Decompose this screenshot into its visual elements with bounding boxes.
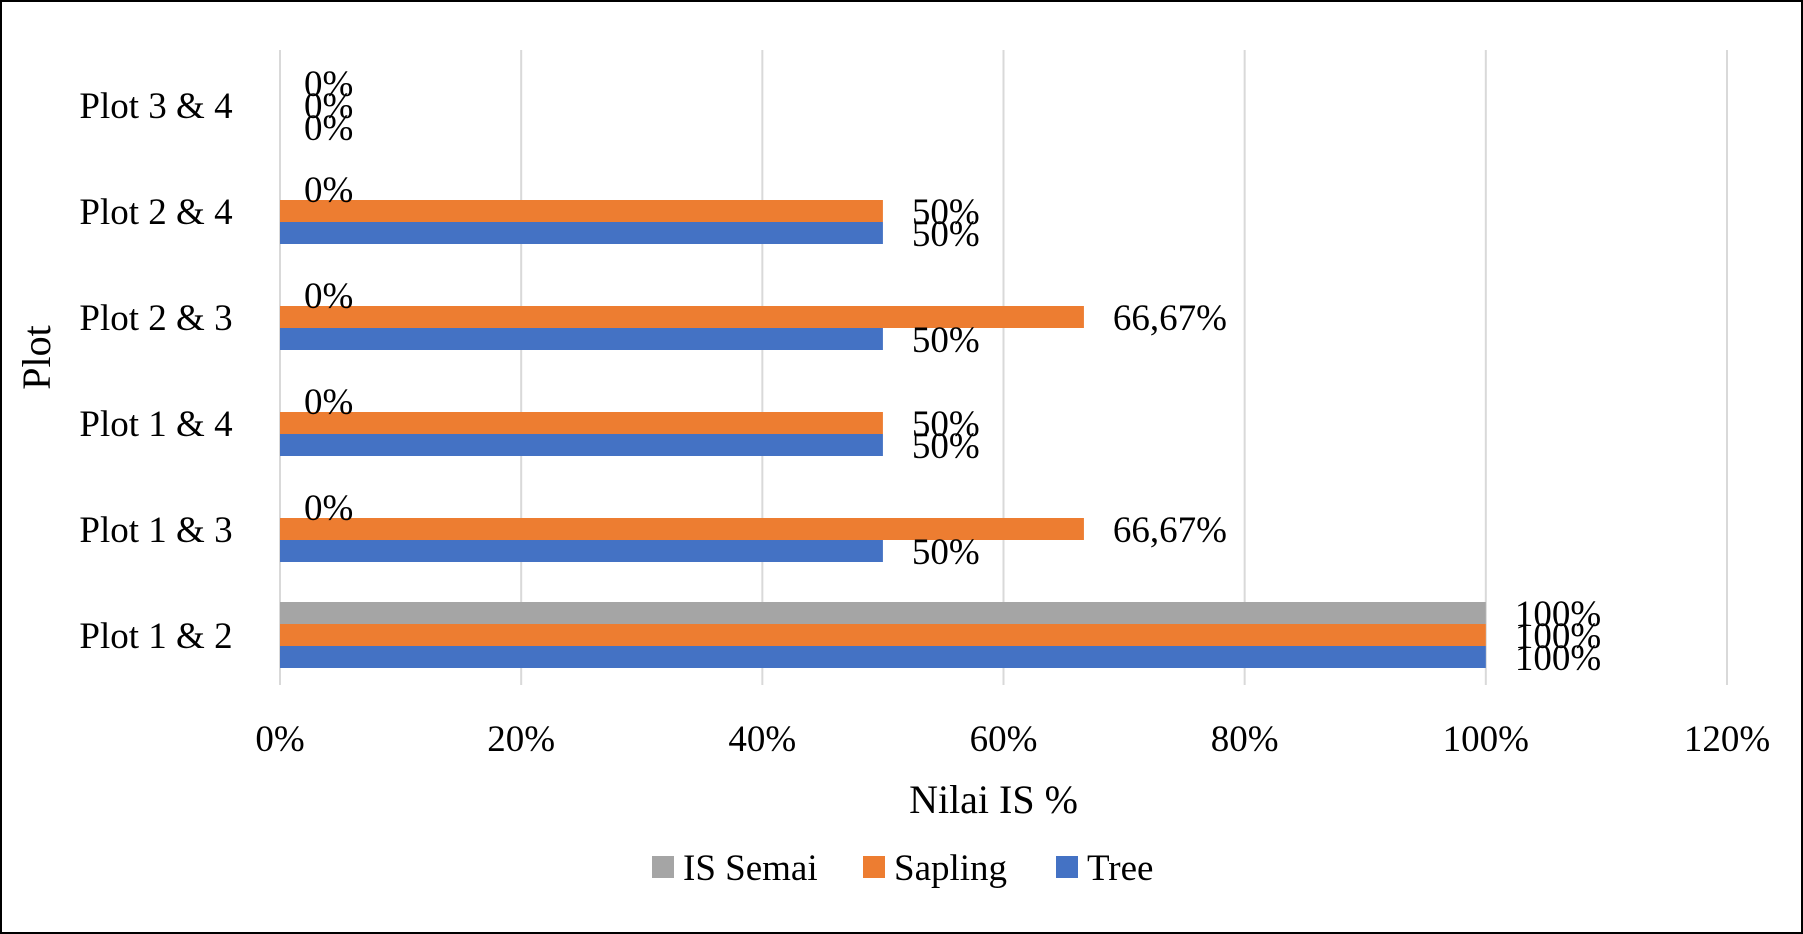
gridlines [279,50,1728,685]
legend-swatch [652,856,674,878]
bar-tree [280,646,1486,668]
axes: 0% 20% 40% 60% 80% 100% 120% Plot 1 & 2 Plot 1 &… [14,86,1770,822]
data-label: 0% [304,276,353,317]
data-label: 66,67% [1113,298,1227,339]
data-label: 0% [304,170,353,211]
y-axis-title: Plot [14,325,59,389]
bar-tree [280,434,883,456]
data-label: 50% [912,214,980,255]
data-label: 100% [1515,616,1601,657]
legend-swatch [1056,856,1078,878]
data-label: 100% [1515,594,1601,635]
bar-sapling [280,624,1486,646]
x-tick-label: 20% [487,719,555,760]
data-label: 100% [1515,638,1601,679]
x-tick-label: 80% [1211,719,1279,760]
category-label: Plot 1 & 4 [79,404,232,445]
bar-sapling [280,412,883,434]
bar-tree [280,222,883,244]
legend-swatch [863,856,885,878]
bar-sapling [280,200,883,222]
data-label: 0% [304,64,353,105]
data-label: 0% [304,86,353,127]
data-label: 50% [912,192,980,233]
bar-tree [280,540,883,562]
data-label: 50% [912,404,980,445]
data-label: 0% [304,488,353,529]
data-label: 50% [912,426,980,467]
bar-is-semai [280,602,1486,624]
category-label: Plot 1 & 2 [79,616,232,657]
x-tick-label: 0% [255,719,304,760]
data-label: 50% [912,532,980,573]
data-label: 0% [304,108,353,149]
data-label: 0% [304,382,353,423]
legend-label: IS Semai [683,848,818,889]
data-labels: 100%100%100%50%66,67%0%50%50%0%50%66,67%… [304,64,1601,679]
bar-sapling [280,306,1084,328]
legend-label: Sapling [894,848,1007,889]
category-label: Plot 2 & 3 [79,298,232,339]
x-axis-title: Nilai IS % [909,777,1078,822]
x-tick-label: 100% [1443,719,1529,760]
data-label: 50% [912,320,980,361]
category-label: Plot 2 & 4 [79,192,232,233]
x-tick-label: 40% [728,719,796,760]
bars [280,200,1486,668]
bar-sapling [280,518,1084,540]
legend: IS Semai Sapling Tree [652,848,1153,889]
category-label: Plot 1 & 3 [79,510,232,551]
x-tick-label: 120% [1684,719,1770,760]
bar-tree [280,328,883,350]
category-label: Plot 3 & 4 [79,86,232,127]
data-label: 66,67% [1113,510,1227,551]
legend-label: Tree [1087,848,1153,889]
x-tick-label: 60% [970,719,1038,760]
